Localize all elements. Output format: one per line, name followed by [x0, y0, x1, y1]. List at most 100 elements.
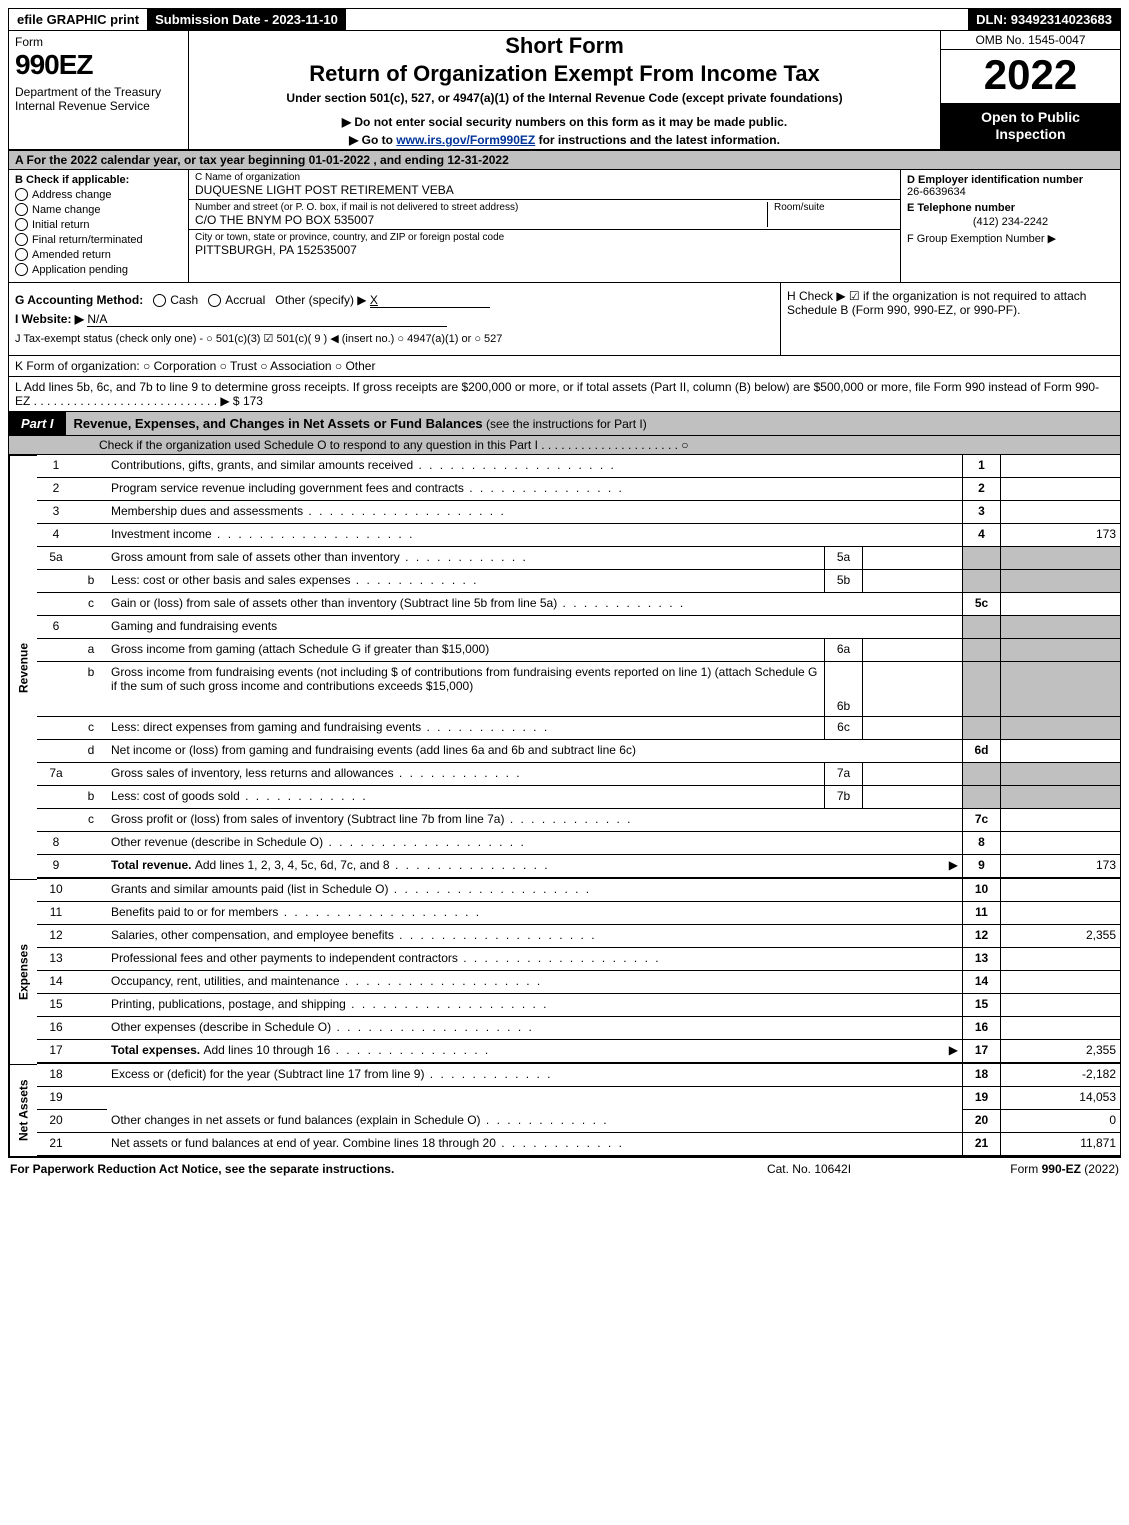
checkbox-icon — [15, 248, 28, 261]
footer-left: For Paperwork Reduction Act Notice, see … — [10, 1162, 699, 1176]
chk-amended-return[interactable]: Amended return — [15, 248, 182, 261]
g-accrual: Accrual — [225, 293, 265, 307]
table-cell: Printing, publications, postage, and shi… — [107, 994, 962, 1017]
section-side-label: Revenue — [9, 455, 37, 879]
table-cell — [75, 1017, 107, 1040]
chk-application-pending[interactable]: Application pending — [15, 263, 182, 276]
table-cell — [75, 925, 107, 948]
dept-text: Department of the Treasury Internal Reve… — [15, 85, 182, 114]
table-cell: 1 — [37, 455, 75, 478]
row-j: J Tax-exempt status (check only one) - ○… — [15, 331, 774, 345]
table-cell — [75, 616, 107, 639]
subtitle-1: Under section 501(c), 527, or 4947(a)(1)… — [195, 91, 934, 105]
i-label: I Website: ▶ — [15, 312, 84, 326]
footer-mid: Cat. No. 10642I — [699, 1162, 919, 1176]
table-cell: 2,355 — [1000, 925, 1120, 948]
table-cell: Less: cost or other basis and sales expe… — [107, 570, 824, 593]
table-cell: 7a — [824, 763, 862, 786]
table-cell: 20 — [37, 1110, 75, 1133]
table-cell: 16 — [37, 1017, 75, 1040]
table-cell — [1000, 717, 1120, 740]
table-cell: Gross sales of inventory, less returns a… — [107, 763, 824, 786]
table-cell: 13 — [37, 948, 75, 971]
table-cell — [1000, 639, 1120, 662]
table-cell — [1000, 809, 1120, 832]
d-group-hdr: F Group Exemption Number ▶ — [907, 232, 1114, 245]
table-cell: c — [75, 809, 107, 832]
table-cell: 0 — [1000, 1110, 1120, 1133]
table-cell — [75, 879, 107, 902]
chk-address-change[interactable]: Address change — [15, 188, 182, 201]
b-header: B Check if applicable: — [15, 174, 182, 186]
table-cell: 1 — [962, 455, 1000, 478]
table-cell: Less: cost of goods sold — [107, 786, 824, 809]
dln: DLN: 93492314023683 — [968, 9, 1120, 30]
g-cash: Cash — [170, 293, 198, 307]
c-city-val: PITTSBURGH, PA 152535007 — [195, 243, 894, 257]
c-name: C Name of organization DUQUESNE LIGHT PO… — [189, 170, 900, 200]
checkbox-icon — [15, 218, 28, 231]
table-cell: 4 — [962, 524, 1000, 547]
chk-final-return[interactable]: Final return/terminated — [15, 233, 182, 246]
table-cell — [962, 662, 1000, 717]
table-cell: 6c — [824, 717, 862, 740]
table-cell — [37, 809, 75, 832]
table-cell — [1000, 948, 1120, 971]
radio-icon[interactable] — [153, 294, 166, 307]
table-cell — [862, 662, 962, 717]
table-cell: Total revenue. Add lines 1, 2, 3, 4, 5c,… — [107, 855, 962, 879]
table-cell: 3 — [962, 501, 1000, 524]
irs-link[interactable]: www.irs.gov/Form990EZ — [396, 133, 535, 147]
table-cell: Total expenses. Add lines 10 through 16 … — [107, 1040, 962, 1064]
sub3-a: ▶ Go to — [349, 133, 396, 147]
d-ein-val: 26-6639634 — [907, 186, 1114, 198]
chk-label: Initial return — [32, 219, 89, 231]
chk-name-change[interactable]: Name change — [15, 203, 182, 216]
form-header: Form 990EZ Department of the Treasury In… — [8, 31, 1121, 151]
table-cell: c — [75, 717, 107, 740]
part-i-title: Revenue, Expenses, and Changes in Net As… — [74, 416, 483, 431]
table-cell: Benefits paid to or for members — [107, 902, 962, 925]
table-cell — [1000, 662, 1120, 717]
efile-label[interactable]: efile GRAPHIC print — [9, 9, 147, 30]
table-cell: b — [75, 570, 107, 593]
table-cell: Net assets or fund balances at end of ye… — [107, 1133, 962, 1156]
table-cell: 8 — [37, 832, 75, 855]
table-cell — [1000, 902, 1120, 925]
table-cell — [962, 763, 1000, 786]
table-cell: Gain or (loss) from sale of assets other… — [107, 593, 962, 616]
section-c: C Name of organization DUQUESNE LIGHT PO… — [189, 170, 900, 282]
table-cell — [1000, 547, 1120, 570]
table-cell — [962, 717, 1000, 740]
table-cell: 19 — [962, 1087, 1000, 1110]
subtitle-2: ▶ Do not enter social security numbers o… — [195, 115, 934, 129]
info-grid: B Check if applicable: Address change Na… — [8, 170, 1121, 283]
short-form-title: Short Form — [195, 33, 934, 59]
chk-initial-return[interactable]: Initial return — [15, 218, 182, 231]
table-cell: 12 — [962, 925, 1000, 948]
ghi-left: G Accounting Method: Cash Accrual Other … — [9, 283, 780, 355]
table-cell: 16 — [962, 1017, 1000, 1040]
table-cell: 6 — [37, 616, 75, 639]
table-cell: Investment income — [107, 524, 962, 547]
c-city: City or town, state or province, country… — [189, 230, 900, 259]
table-cell: 6d — [962, 740, 1000, 763]
radio-icon[interactable] — [208, 294, 221, 307]
topbar: efile GRAPHIC print Submission Date - 20… — [8, 8, 1121, 31]
table-cell — [75, 855, 107, 879]
rows-ghij: G Accounting Method: Cash Accrual Other … — [8, 283, 1121, 356]
table-cell — [1000, 478, 1120, 501]
table-cell — [37, 570, 75, 593]
table-cell — [1000, 879, 1120, 902]
table-cell: Professional fees and other payments to … — [107, 948, 962, 971]
table-cell: 173 — [1000, 524, 1120, 547]
table-cell — [75, 832, 107, 855]
table-cell: 6a — [824, 639, 862, 662]
table-cell: 3 — [37, 501, 75, 524]
c-street-hdr: Number and street (or P. O. box, if mail… — [195, 202, 761, 213]
table-cell — [37, 740, 75, 763]
d-tel-val: (412) 234-2242 — [907, 216, 1114, 228]
table-cell — [75, 455, 107, 478]
footer-right: Form 990-EZ (2022) — [919, 1162, 1119, 1176]
table-cell: Gross income from gaming (attach Schedul… — [107, 639, 824, 662]
